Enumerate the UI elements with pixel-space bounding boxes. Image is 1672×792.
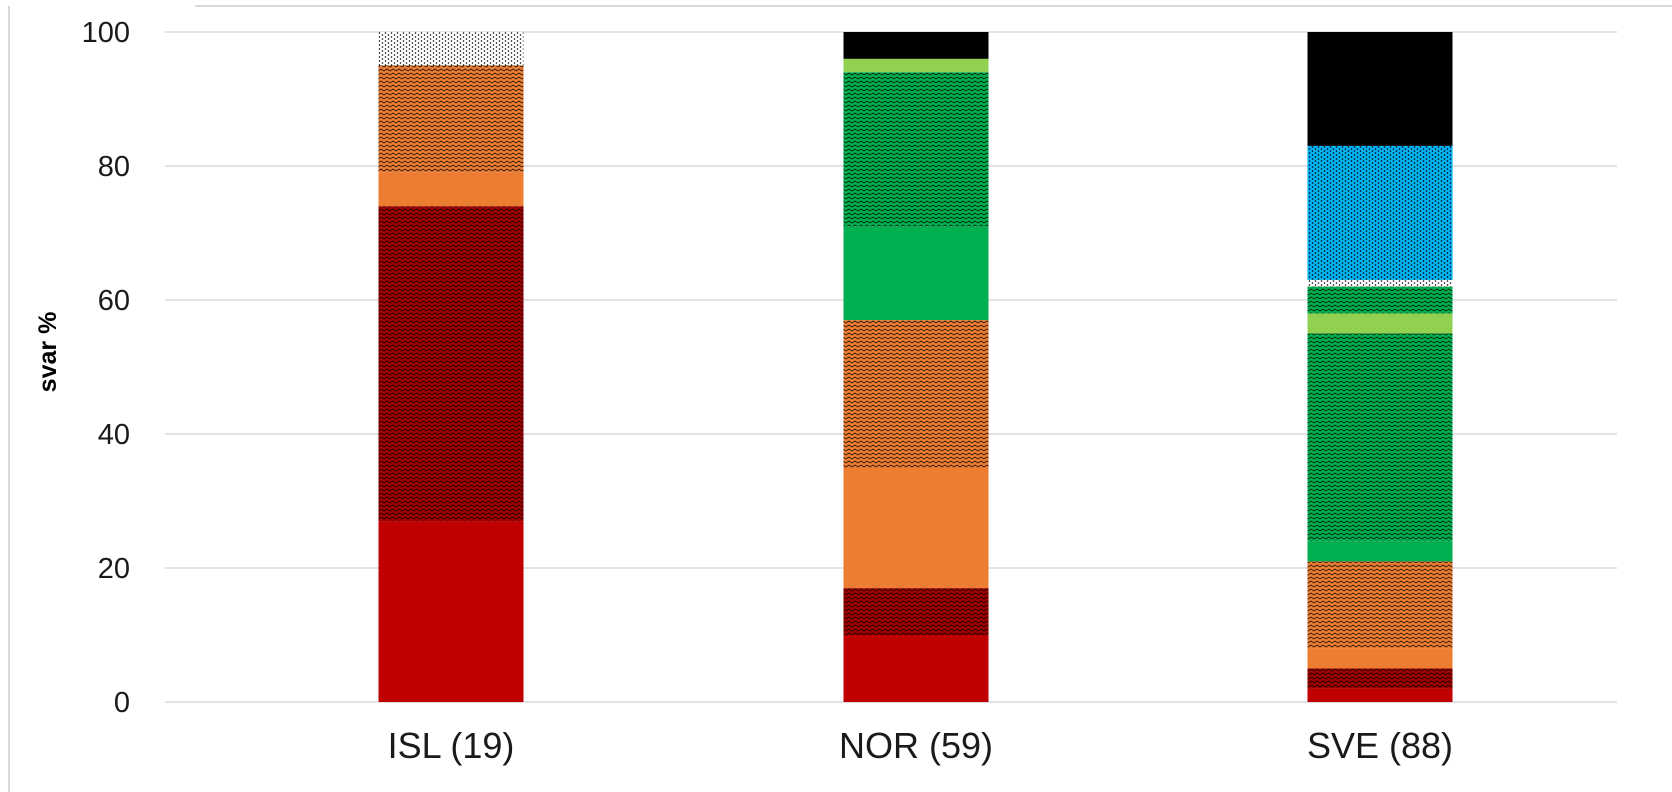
bar-segment xyxy=(843,635,989,702)
y-tick-labels: 0 20 40 60 80 100 xyxy=(82,17,130,719)
chart-border-top xyxy=(195,5,1672,7)
bar-segment xyxy=(843,72,989,227)
bar-segment xyxy=(1307,279,1453,287)
bar-segment xyxy=(1307,313,1453,334)
y-tick-label: 80 xyxy=(98,151,130,183)
x-category-labels: ISL (19) NOR (59) SVE (88) xyxy=(388,725,1453,766)
chart-border-left xyxy=(8,6,10,792)
bar-segment xyxy=(843,467,989,589)
y-axis-title: svar % xyxy=(34,312,62,393)
bar-segment xyxy=(378,65,524,173)
bar-segment xyxy=(1307,32,1453,146)
y-tick-label: 0 xyxy=(114,687,130,719)
y-tick-label: 40 xyxy=(98,419,130,451)
bar-segment xyxy=(1307,688,1453,702)
bar-segment xyxy=(378,206,524,522)
x-category-label: NOR (59) xyxy=(839,725,993,766)
bar-segment xyxy=(843,588,989,635)
y-tick-label: 100 xyxy=(82,17,130,49)
bar-segment xyxy=(843,58,989,73)
bar-segment xyxy=(1307,333,1453,542)
bar-segment xyxy=(843,32,989,59)
bar-segment xyxy=(1307,286,1453,314)
x-category-label: ISL (19) xyxy=(388,725,515,766)
y-tick-label: 60 xyxy=(98,285,130,317)
bar-segment xyxy=(378,521,524,702)
bar-segment xyxy=(1307,561,1453,649)
bar-segment xyxy=(1307,668,1453,689)
bar-segment xyxy=(1307,541,1453,562)
bar-segment xyxy=(843,320,989,468)
bars xyxy=(378,32,1453,702)
y-tick-label: 20 xyxy=(98,553,130,585)
bar-segment xyxy=(378,172,524,207)
bar-segment xyxy=(1307,145,1453,280)
bar-segment xyxy=(1307,648,1453,669)
x-category-label: SVE (88) xyxy=(1307,725,1453,766)
bar-segment xyxy=(378,32,524,66)
bar-segment xyxy=(843,226,989,321)
